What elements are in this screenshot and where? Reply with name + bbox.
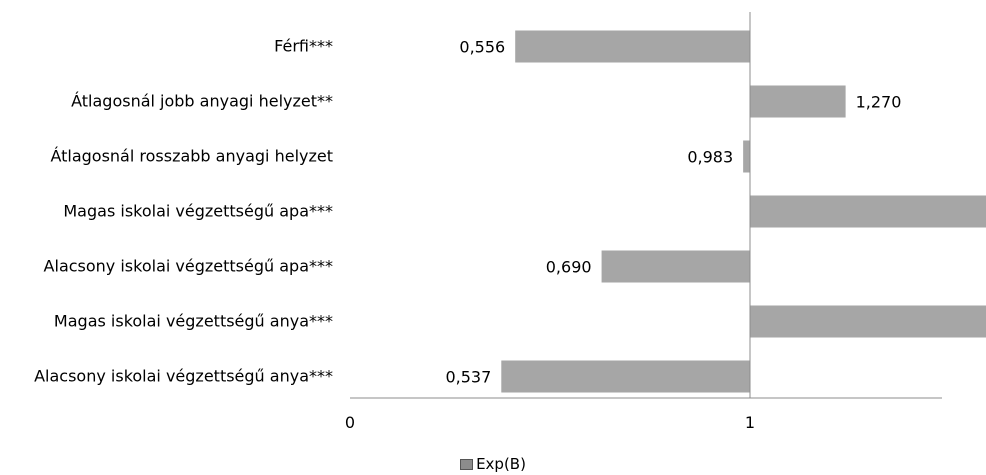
x-tick-label: 0 (345, 413, 355, 432)
category-label: Alacsony iskolai végzettségű apa*** (44, 257, 333, 276)
legend: Exp(B) (0, 455, 986, 473)
data-label: 0,537 (445, 368, 491, 387)
category-label: Alacsony iskolai végzettségű anya*** (34, 367, 333, 386)
legend-label: Exp(B) (476, 455, 526, 473)
bar (501, 360, 750, 393)
category-label: Magas iskolai végzettségű anya*** (54, 312, 333, 331)
category-label: Átlagosnál jobb anyagi helyzet** (71, 92, 333, 111)
bar (750, 195, 986, 228)
bar (515, 30, 750, 63)
bar (750, 305, 986, 338)
data-label: 0,556 (459, 38, 505, 57)
x-tick-label: 1 (745, 413, 755, 432)
data-label: 0,690 (546, 258, 592, 277)
bar (601, 250, 750, 283)
legend-swatch (460, 459, 474, 470)
bar (743, 140, 750, 173)
data-label: 1,270 (856, 93, 902, 112)
category-label: Magas iskolai végzettségű apa*** (63, 202, 333, 221)
category-label: Férfi*** (274, 37, 333, 56)
category-label: Átlagosnál rosszabb anyagi helyzet (50, 147, 333, 166)
bar (750, 85, 846, 118)
data-label: 0,983 (687, 148, 733, 167)
